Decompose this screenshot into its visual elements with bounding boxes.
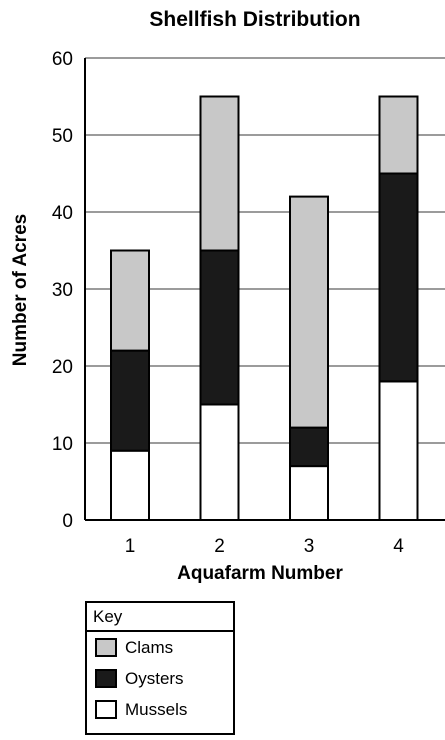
- bar-clams-farm-3: [289, 195, 329, 429]
- legend-swatch-oysters: [95, 669, 117, 688]
- legend-swatch-clams: [95, 638, 117, 657]
- x-tick-label: 1: [125, 536, 136, 557]
- y-tick-label: 40: [52, 203, 73, 224]
- legend-item-clams: Clams: [87, 632, 233, 663]
- y-tick-label: 0: [62, 511, 73, 532]
- bar-mussels-farm-4: [378, 380, 419, 521]
- x-tick-label: 2: [214, 536, 225, 557]
- bar-mussels-farm-3: [289, 465, 329, 522]
- y-tick-label: 30: [52, 280, 73, 301]
- x-axis-label: Aquafarm Number: [177, 563, 343, 584]
- y-tick-label: 10: [52, 434, 73, 455]
- y-tick-label: 20: [52, 357, 73, 378]
- axis-ticks: 0 10 20 30 40 50 60 1 2 3 4: [52, 49, 404, 557]
- legend-item-oysters: Oysters: [87, 663, 233, 694]
- bar-oysters-farm-2: [199, 249, 240, 406]
- y-tick-label: 50: [52, 126, 73, 147]
- bar-clams-farm-4: [378, 95, 419, 175]
- legend: Key Clams Oysters Mussels: [85, 601, 235, 735]
- y-axis-label: Number of Acres: [10, 214, 31, 366]
- bar-clams-farm-2: [199, 95, 240, 252]
- bar-oysters-farm-4: [378, 172, 419, 383]
- legend-swatch-mussels: [95, 700, 117, 719]
- y-tick-label: 60: [52, 49, 73, 70]
- legend-title: Key: [87, 603, 233, 632]
- bars: [110, 95, 419, 522]
- bar-oysters-farm-1: [110, 349, 150, 452]
- legend-label-clams: Clams: [125, 637, 174, 657]
- legend-label-mussels: Mussels: [125, 699, 188, 719]
- x-tick-label: 4: [393, 536, 404, 557]
- x-tick-label: 3: [304, 536, 315, 557]
- bar-mussels-farm-2: [199, 403, 240, 521]
- bar-oysters-farm-3: [289, 426, 329, 468]
- chart-title: Shellfish Distribution: [149, 8, 360, 31]
- chart-figure: Shellfish Distribution 0 10 20 30 40 50 60 1 2 3 4…: [10, 8, 445, 584]
- bar-mussels-farm-1: [110, 449, 150, 522]
- bar-clams-farm-1: [110, 249, 150, 352]
- legend-label-oysters: Oysters: [125, 668, 184, 688]
- legend-item-mussels: Mussels: [87, 694, 233, 725]
